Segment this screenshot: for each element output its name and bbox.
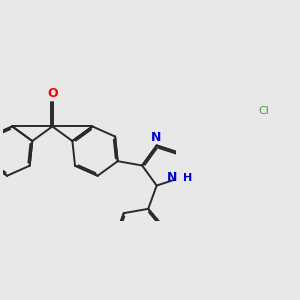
Text: O: O [47, 87, 58, 100]
Text: N: N [151, 131, 161, 144]
Text: N: N [167, 171, 177, 184]
Text: H: H [183, 173, 193, 183]
Text: Cl: Cl [258, 106, 269, 116]
